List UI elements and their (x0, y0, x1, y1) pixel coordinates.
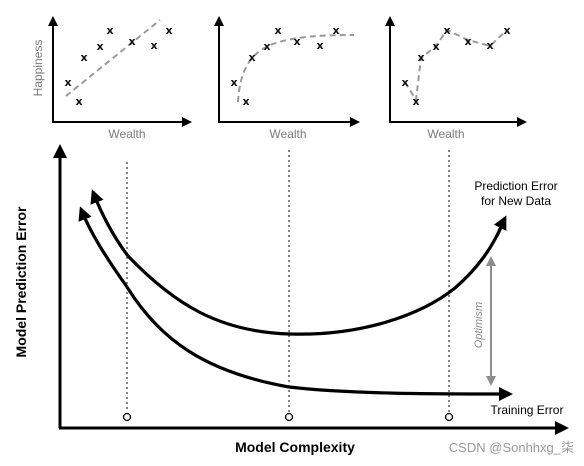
inset-1-fit-line (65, 19, 161, 97)
inset-panel-good-fit: x x x x x x x x Wealth (214, 16, 360, 141)
inset-2-point: x (263, 40, 270, 53)
main-y-axis-label: Model Prediction Error (13, 206, 29, 357)
training-error-curve (125, 286, 513, 401)
inset-2-point: x (293, 35, 300, 48)
inset-1-y-label: Happiness (31, 40, 45, 97)
inset-3-point: x (443, 24, 450, 37)
inset-3-point: x (401, 76, 408, 89)
inset-2-fit-curve (237, 34, 355, 103)
training-error-arrow-left (78, 206, 129, 288)
inset-panel-underfit: x x x x x x x x Wealth Happiness (31, 16, 192, 141)
main-x-axis-label: Model Complexity (235, 439, 355, 455)
inset-1-point: x (75, 95, 82, 108)
inset-1-point: x (64, 76, 71, 89)
inset-2-point: x (248, 51, 255, 64)
optimism-label: Optimism (473, 302, 485, 348)
complexity-marker-high (444, 412, 454, 422)
prediction-error-curve (126, 222, 505, 336)
inset-2-point: x (242, 95, 249, 108)
inset-1-point: x (80, 51, 87, 64)
inset-3-point: x (412, 95, 419, 108)
inset-3-point: x (464, 35, 471, 48)
inset-1-point: x (106, 24, 113, 37)
prediction-error-label-line1: Prediction Error (474, 179, 557, 193)
complexity-marker-low (122, 412, 132, 422)
prediction-error-arrow-left (90, 189, 130, 257)
watermark: CSDN @Sonhhxg_柒 (449, 440, 574, 455)
inset-1-point: x (150, 39, 157, 52)
inset-3-point: x (503, 24, 510, 37)
prediction-error-label-line2: for New Data (481, 194, 551, 208)
inset-2-point: x (332, 24, 339, 37)
inset-1-x-label: Wealth (108, 127, 145, 141)
inset-2-point: x (316, 39, 323, 52)
inset-2-x-label: Wealth (269, 127, 306, 141)
inset-1-point: x (96, 40, 103, 53)
inset-2-point: x (230, 76, 237, 89)
training-error-label: Training Error (491, 403, 564, 417)
inset-3-fit-curve (404, 28, 508, 103)
complexity-marker-mid (284, 412, 294, 422)
inset-panel-overfit: x x x x x x x x Wealth (385, 16, 527, 141)
inset-3-x-label: Wealth (427, 127, 464, 141)
inset-1-point: x (128, 35, 135, 48)
inset-3-point: x (432, 40, 439, 53)
inset-2-point: x (274, 24, 281, 37)
inset-3-point: x (486, 39, 493, 52)
inset-1-point: x (165, 24, 172, 37)
inset-3-point: x (417, 51, 424, 64)
prediction-error-arrow-right (493, 215, 507, 237)
